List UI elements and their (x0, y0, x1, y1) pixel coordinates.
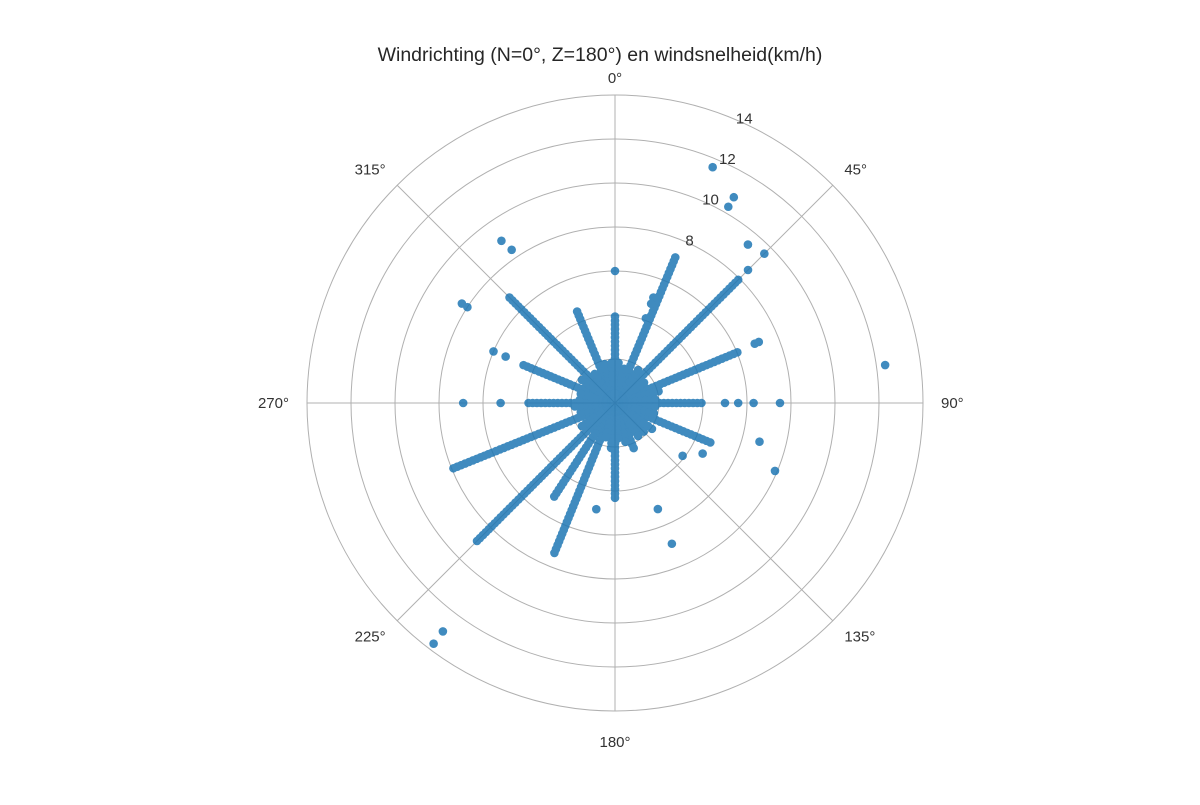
svg-text:90°: 90° (941, 395, 964, 412)
svg-text:12: 12 (719, 151, 736, 168)
svg-text:8: 8 (685, 232, 693, 249)
svg-text:0°: 0° (608, 70, 622, 87)
svg-text:14: 14 (736, 110, 753, 127)
svg-text:10: 10 (702, 192, 719, 209)
svg-text:315°: 315° (355, 162, 386, 179)
svg-text:45°: 45° (844, 162, 867, 179)
svg-text:135°: 135° (844, 628, 875, 645)
svg-text:270°: 270° (258, 395, 289, 412)
svg-text:180°: 180° (599, 734, 630, 751)
svg-text:225°: 225° (355, 628, 386, 645)
